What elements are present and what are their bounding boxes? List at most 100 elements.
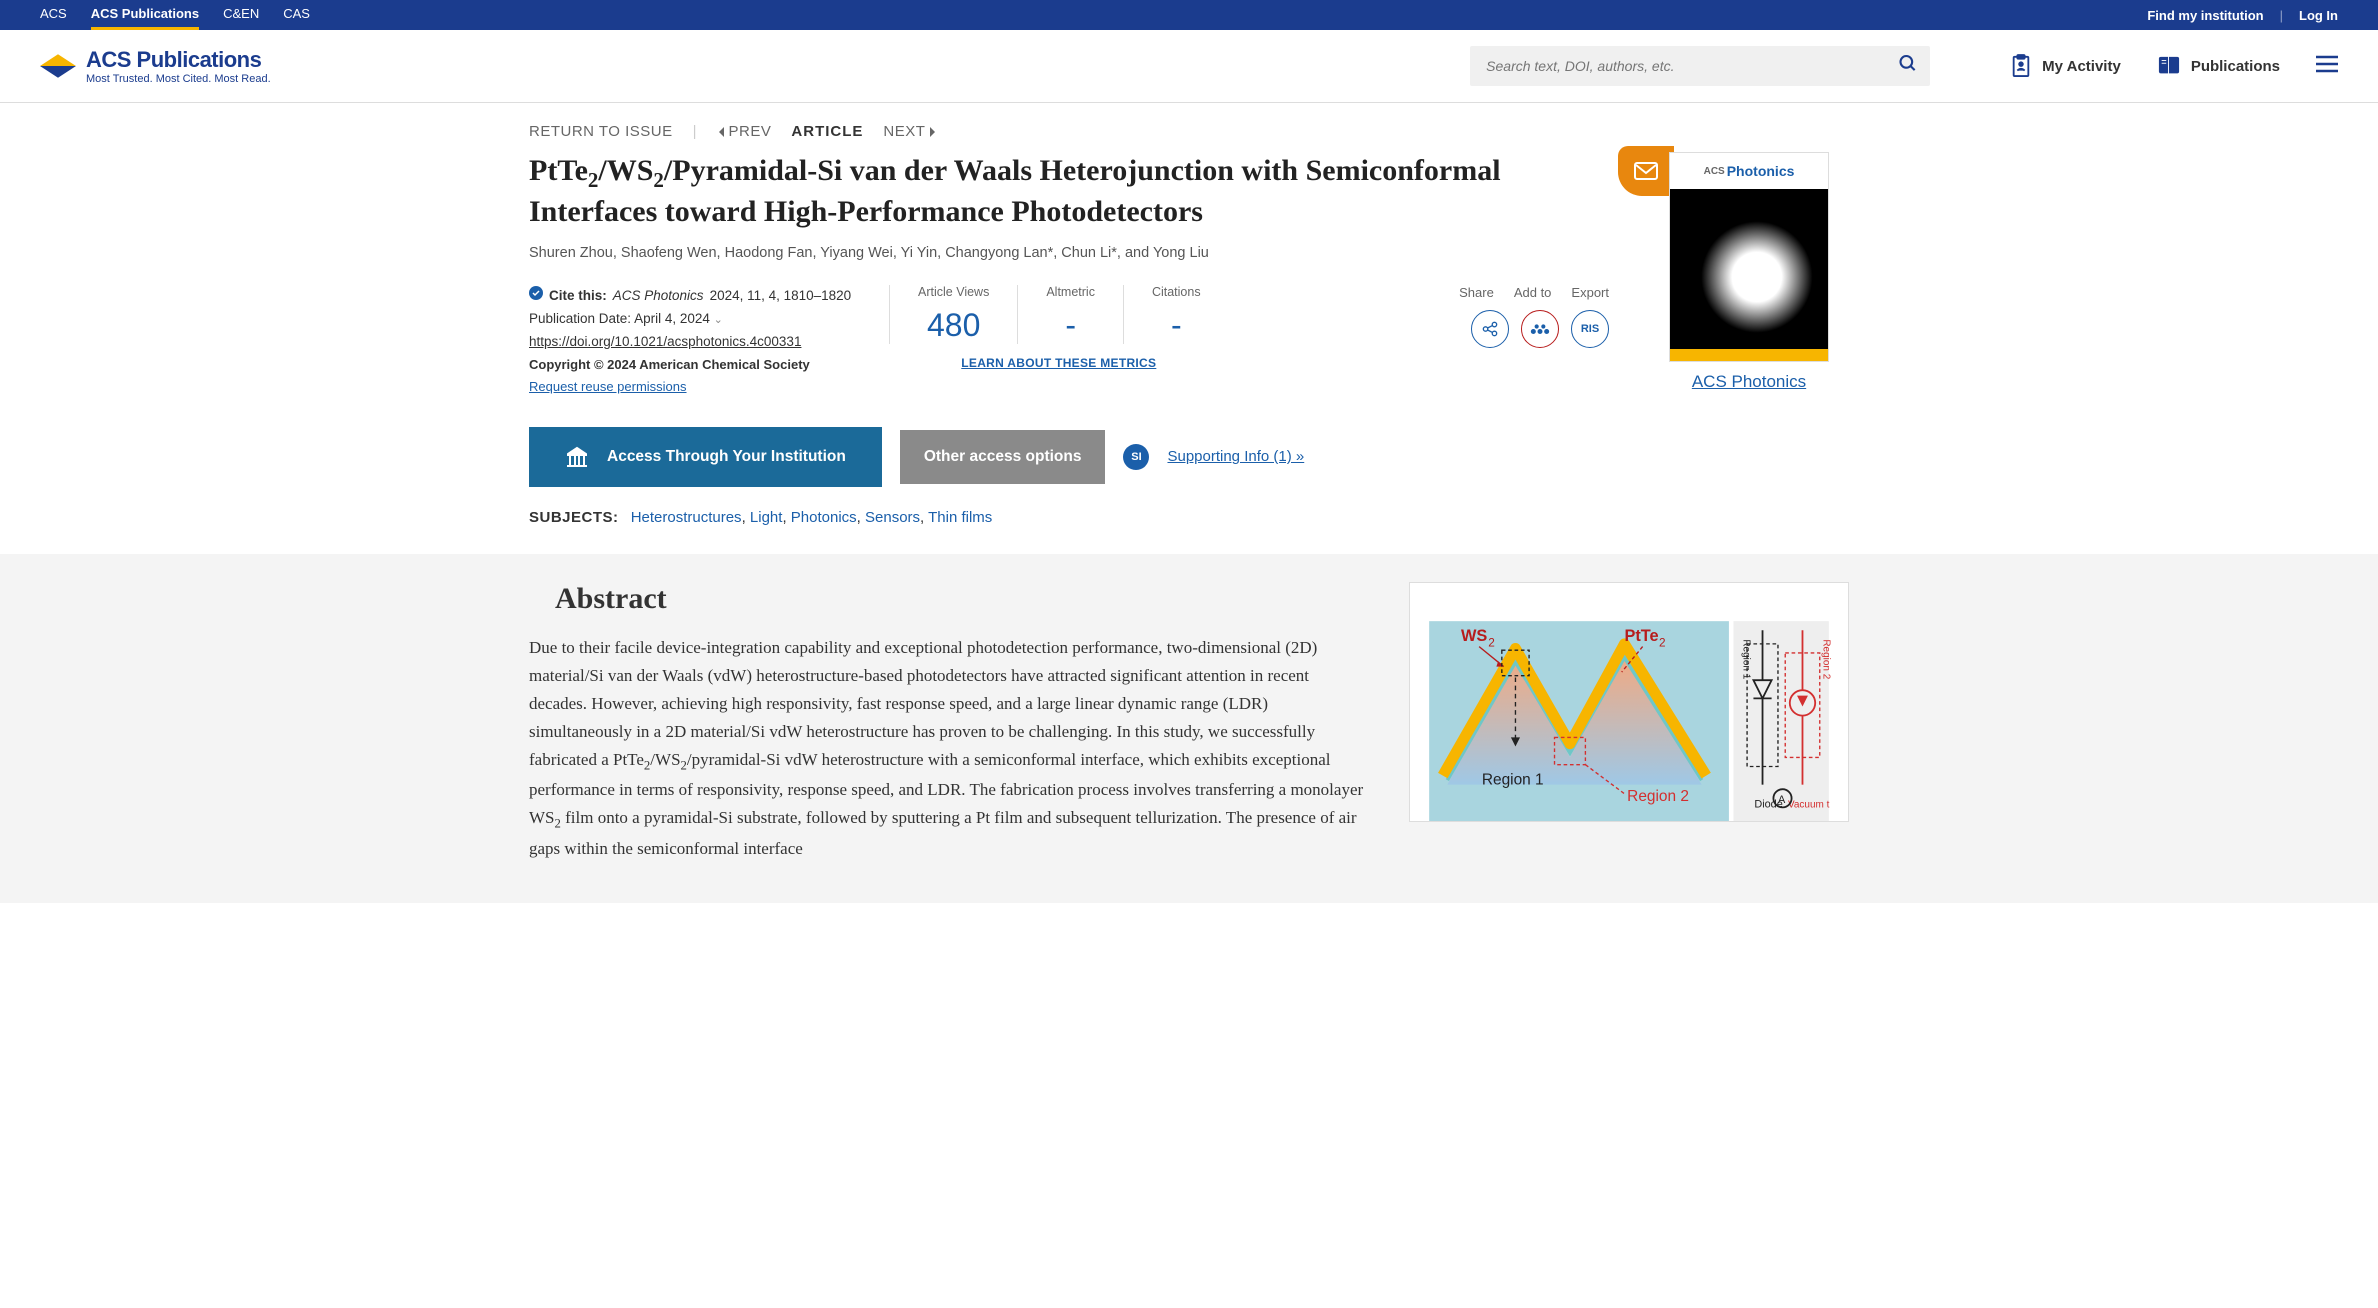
find-institution-link[interactable]: Find my institution (2147, 8, 2263, 23)
citation-block: Cite this: ACS Photonics 2024, 11, 4, 18… (529, 285, 869, 399)
journal-name-link[interactable]: ACS Photonics (1692, 372, 1806, 391)
other-access-button[interactable]: Other access options (900, 430, 1106, 484)
article-indicator: ARTICLE (791, 123, 863, 140)
abstract-section: Abstract Due to their facile device-inte… (0, 554, 2378, 903)
export-label: Export (1571, 285, 1609, 300)
svg-text:2: 2 (1659, 635, 1666, 649)
search-container (1470, 46, 1930, 86)
book-icon (2157, 55, 2181, 77)
share-button[interactable] (1471, 310, 1509, 348)
supporting-info-link[interactable]: Supporting Info (1) » (1167, 448, 1304, 465)
logo-tagline: Most Trusted. Most Cited. Most Read. (86, 73, 271, 85)
views-value: 480 (918, 307, 989, 344)
menu-button[interactable] (2316, 55, 2338, 78)
top-left-nav: ACS ACS Publications C&EN CAS (40, 0, 310, 30)
altmetric-value: - (1046, 307, 1095, 344)
topnav-cas[interactable]: CAS (283, 0, 310, 30)
share-icon (1482, 321, 1498, 337)
institution-access-button[interactable]: Access Through Your Institution (529, 427, 882, 487)
next-article-link[interactable]: NEXT (883, 123, 937, 140)
mendeley-button[interactable] (1521, 310, 1559, 348)
logo[interactable]: ACS Publications Most Trusted. Most Cite… (40, 47, 271, 85)
mail-icon (1634, 162, 1658, 180)
divider: | (2280, 8, 2283, 23)
institution-access-label: Access Through Your Institution (607, 448, 846, 466)
top-right-nav: Find my institution | Log In (2147, 8, 2338, 23)
subject-link[interactable]: Thin films (928, 509, 992, 526)
chevron-right-icon (929, 126, 937, 138)
svg-text:Region 1: Region 1 (1482, 771, 1544, 788)
metric-views: Article Views 480 (890, 285, 1018, 344)
journal-cover[interactable]: ACS Photonics (1669, 152, 1829, 362)
main-header: ACS Publications Most Trusted. Most Cite… (0, 30, 2378, 103)
subject-link[interactable]: Heterostructures (631, 509, 742, 526)
reuse-permissions-link[interactable]: Request reuse permissions (529, 379, 687, 394)
cite-this-label: Cite this: (549, 285, 607, 308)
share-label: Share (1459, 285, 1494, 300)
top-utility-bar: ACS ACS Publications C&EN CAS Find my in… (0, 0, 2378, 30)
acs-logo-icon (40, 54, 76, 78)
altmetric-label: Altmetric (1046, 285, 1095, 299)
subjects-row: SUBJECTS: Heterostructures, Light, Photo… (529, 509, 1609, 526)
journal-sidebar: ACS Photonics ACS Photonics (1649, 152, 1849, 554)
clipboard-icon (2010, 54, 2032, 78)
cover-footer (1670, 349, 1828, 361)
svg-text:A: A (1778, 793, 1786, 805)
author-list: Shuren Zhou, Shaofeng Wen, Haodong Fan, … (529, 245, 1609, 261)
publications-link[interactable]: Publications (2157, 55, 2280, 77)
search-icon[interactable] (1898, 54, 1918, 79)
svg-text:Region 1: Region 1 (1740, 639, 1751, 679)
subject-link[interactable]: Photonics (791, 509, 857, 526)
email-alert-button[interactable] (1618, 146, 1674, 196)
cite-journal: ACS Photonics (613, 285, 704, 308)
subject-link[interactable]: Sensors (865, 509, 920, 526)
graphical-abstract[interactable]: WS2 PtTe2 Region 1 Region 2 (1409, 582, 1849, 822)
chevron-left-icon (717, 126, 725, 138)
doi-link[interactable]: https://doi.org/10.1021/acsphotonics.4c0… (529, 334, 801, 349)
article-main: PtTe2/WS2/Pyramidal-Si van der Waals Het… (529, 152, 1849, 554)
my-activity-link[interactable]: My Activity (2010, 54, 2121, 78)
citations-value: - (1152, 307, 1201, 344)
pub-date-label: Publication Date: (529, 311, 631, 326)
institution-icon (565, 445, 589, 469)
pub-date: April 4, 2024 (634, 311, 710, 326)
ris-export-button[interactable]: RIS (1571, 310, 1609, 348)
metrics-block: Article Views 480 Altmetric - Citations … (889, 285, 1229, 370)
si-badge: SI (1123, 444, 1149, 470)
cover-title: ACS Photonics (1670, 153, 1828, 189)
prev-article-link[interactable]: PREV (717, 123, 772, 140)
hamburger-icon (2316, 55, 2338, 73)
metric-citations: Citations - (1124, 285, 1229, 344)
return-to-issue-link[interactable]: RETURN TO ISSUE (529, 123, 673, 140)
actions-column: Share Add to Export RIS (1459, 285, 1609, 348)
abstract-text-col: Abstract Due to their facile device-inte… (529, 582, 1369, 863)
topnav-cen[interactable]: C&EN (223, 0, 259, 30)
topnav-acs-publications[interactable]: ACS Publications (91, 0, 199, 30)
header-actions: My Activity Publications (2010, 54, 2338, 78)
svg-text:2: 2 (1488, 635, 1495, 649)
learn-metrics-link[interactable]: LEARN ABOUT THESE METRICS (889, 356, 1229, 370)
article-left-col: PtTe2/WS2/Pyramidal-Si van der Waals Het… (529, 152, 1609, 554)
chevron-down-icon[interactable]: ⌄ (714, 314, 723, 326)
search-input[interactable] (1470, 46, 1930, 86)
svg-text:Region 2: Region 2 (1627, 788, 1689, 805)
issue-nav: RETURN TO ISSUE | PREV ARTICLE NEXT (529, 123, 1849, 140)
check-icon (529, 285, 543, 308)
svg-text:Region 2: Region 2 (1820, 639, 1831, 679)
nav-separator: | (693, 123, 697, 140)
svg-text:PtTe: PtTe (1624, 627, 1658, 645)
cite-reference: 2024, 11, 4, 1810–1820 (710, 285, 852, 308)
topnav-acs[interactable]: ACS (40, 0, 67, 30)
publications-label: Publications (2191, 58, 2280, 75)
cover-image (1670, 189, 1828, 349)
prev-label: PREV (729, 123, 772, 140)
abstract-body: Due to their facile device-integration c… (529, 634, 1369, 863)
meta-row: Cite this: ACS Photonics 2024, 11, 4, 18… (529, 285, 1609, 399)
subjects-list: Heterostructures, Light, Photonics, Sens… (631, 509, 993, 526)
subject-link[interactable]: Light (750, 509, 783, 526)
next-label: NEXT (883, 123, 925, 140)
svg-text:WS: WS (1461, 627, 1487, 645)
login-link[interactable]: Log In (2299, 8, 2338, 23)
logo-text: ACS Publications Most Trusted. Most Cite… (86, 47, 271, 85)
article-container: RETURN TO ISSUE | PREV ARTICLE NEXT PtTe… (489, 103, 1889, 554)
